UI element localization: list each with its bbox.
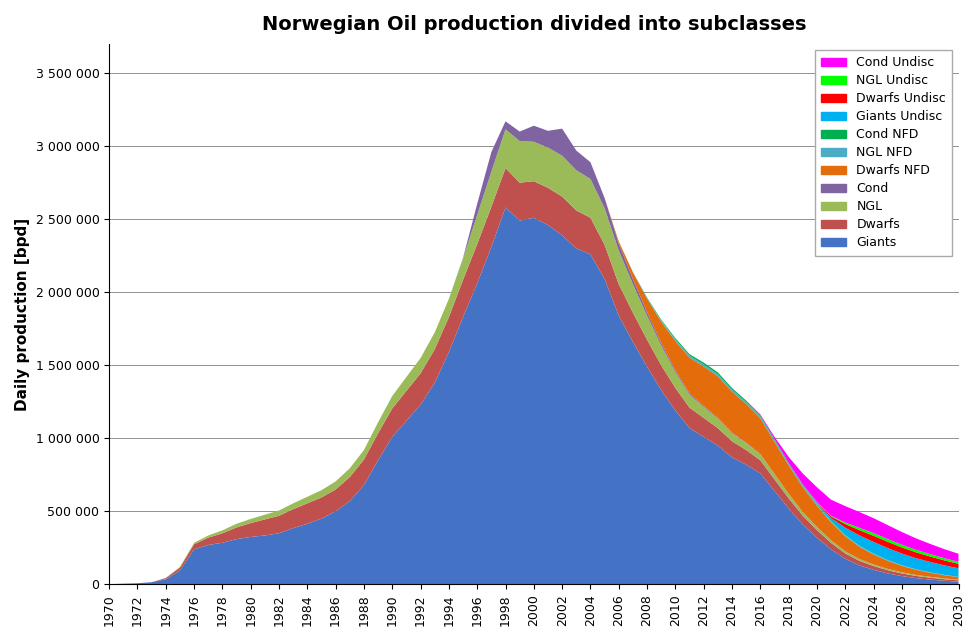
Y-axis label: Daily production [bpd]: Daily production [bpd] <box>15 217 30 411</box>
Title: Norwegian Oil production divided into subclasses: Norwegian Oil production divided into su… <box>262 15 807 34</box>
Legend: Cond Undisc, NGL Undisc, Dwarfs Undisc, Giants Undisc, Cond NFD, NGL NFD, Dwarfs: Cond Undisc, NGL Undisc, Dwarfs Undisc, … <box>815 50 953 256</box>
